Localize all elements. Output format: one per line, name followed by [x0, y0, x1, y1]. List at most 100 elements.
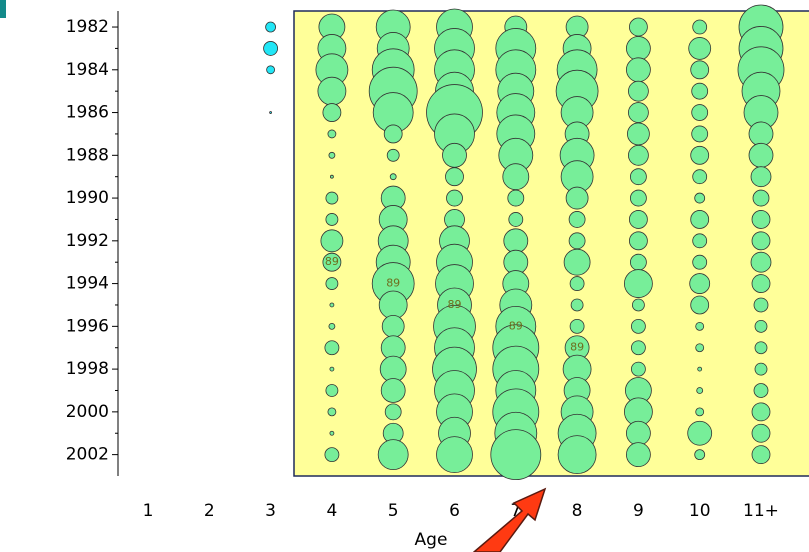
bubble — [265, 21, 277, 33]
x-tick-label: 2 — [204, 501, 215, 521]
bubble — [446, 189, 463, 207]
y-tick-label: 1996 — [66, 316, 109, 336]
bubble — [325, 191, 339, 205]
bubble — [507, 189, 525, 207]
bubble — [628, 144, 649, 166]
bubble — [624, 269, 653, 298]
bubble — [695, 321, 705, 331]
bubble — [377, 439, 409, 471]
bubble — [750, 251, 772, 273]
bubble — [325, 384, 339, 397]
bubble — [691, 104, 709, 121]
bubble — [694, 449, 706, 461]
annotation: 89 — [570, 341, 584, 354]
x-tick-label: 5 — [388, 501, 399, 521]
x-axis-label: Age — [415, 530, 448, 550]
bubble — [690, 145, 710, 165]
bubble — [748, 142, 774, 168]
bubble — [329, 302, 335, 308]
bubble — [328, 322, 336, 330]
x-tick-label: 11+ — [743, 501, 779, 521]
bubble — [557, 435, 597, 475]
x-tick-label: 10 — [689, 501, 711, 521]
bubble — [269, 111, 273, 114]
bubble — [569, 318, 585, 334]
bubble — [629, 210, 648, 229]
bubble — [570, 298, 584, 312]
bubble — [631, 340, 646, 356]
bubble — [490, 429, 542, 481]
bubble — [324, 340, 340, 356]
bubble — [383, 124, 403, 144]
bubble — [325, 213, 339, 226]
bubble — [695, 343, 705, 353]
bubble — [752, 189, 770, 207]
bubble — [753, 383, 769, 398]
bubble — [751, 402, 771, 422]
bubble — [631, 318, 646, 334]
bubble — [691, 82, 709, 100]
bubble — [502, 163, 530, 191]
bubble — [696, 387, 704, 394]
bubble — [751, 231, 771, 251]
bubble — [563, 248, 591, 276]
bubble — [690, 295, 710, 315]
bubble — [320, 229, 344, 253]
bubble — [629, 17, 648, 37]
bubble — [626, 36, 651, 61]
annotation: 89 — [448, 298, 462, 311]
y-tick-label: 1994 — [66, 274, 109, 294]
bubble — [630, 168, 647, 186]
x-tick-label: 3 — [265, 501, 276, 521]
bubble — [631, 361, 646, 377]
bubble — [751, 445, 771, 465]
bubble — [692, 169, 708, 185]
y-tick-label: 2000 — [66, 402, 109, 422]
annotation: 89 — [325, 255, 339, 268]
bubble — [754, 362, 768, 376]
bubble — [329, 366, 335, 372]
bubble — [322, 252, 342, 272]
bubble — [445, 167, 464, 187]
bubble — [327, 129, 337, 139]
bubble — [688, 37, 712, 60]
bubble — [263, 41, 279, 56]
bubble — [632, 298, 645, 312]
bubble — [626, 57, 651, 83]
bubble — [628, 102, 649, 123]
x-tick-label: 7 — [510, 501, 521, 521]
bubble — [690, 210, 710, 229]
bubble — [568, 211, 586, 228]
bubble — [565, 186, 589, 210]
y-tick-label: 1998 — [66, 359, 109, 379]
bubble — [751, 423, 771, 443]
bubble — [384, 403, 402, 421]
bubble — [378, 290, 408, 320]
bubble — [503, 228, 529, 254]
bubble — [626, 442, 651, 468]
bubble — [753, 297, 769, 313]
bubble — [687, 420, 713, 446]
bubble — [568, 232, 586, 250]
bubble — [630, 253, 647, 271]
bubble — [751, 210, 771, 229]
bubble — [692, 254, 708, 270]
bubble — [325, 277, 339, 290]
bubble — [629, 231, 648, 251]
bubble — [627, 122, 650, 146]
bubble — [327, 407, 337, 417]
y-tick-label: 1988 — [66, 145, 109, 165]
y-tick-label: 2002 — [66, 445, 109, 465]
bubble — [751, 274, 771, 293]
bubble — [324, 447, 340, 463]
bubble — [697, 366, 703, 372]
x-tick-label: 6 — [449, 501, 460, 521]
bubble — [317, 76, 347, 106]
bubble — [750, 166, 772, 188]
bubble — [328, 151, 336, 159]
bubble — [386, 148, 400, 162]
annotation: 89 — [386, 277, 400, 290]
x-tick-label: 9 — [633, 501, 644, 521]
bubble — [569, 276, 585, 291]
bubble — [436, 436, 473, 474]
